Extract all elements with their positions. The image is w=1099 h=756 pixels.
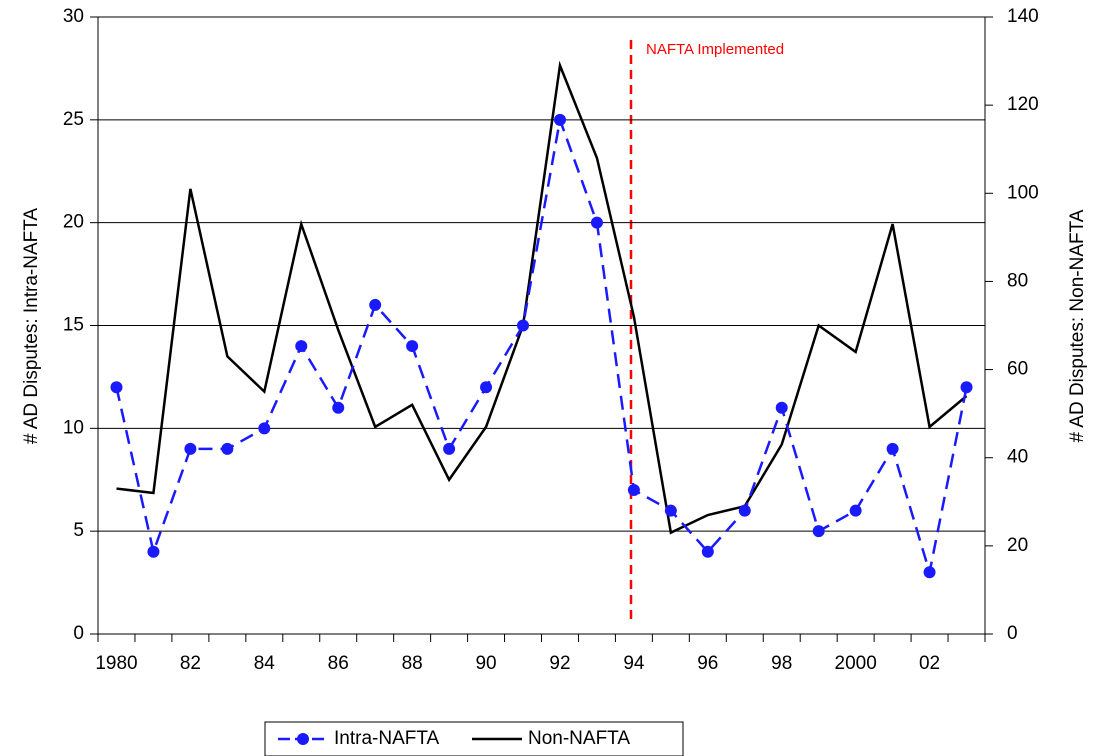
legend-box: [264, 721, 684, 756]
series-marker: [406, 340, 419, 353]
series-marker: [590, 216, 603, 229]
series-marker: [812, 525, 825, 538]
x-tick-label: 86: [328, 653, 349, 674]
x-tick-label: 84: [254, 653, 276, 674]
x-tick-label: 98: [771, 653, 792, 674]
x-tick-label: 90: [475, 653, 496, 674]
y2-tick-label: 60: [1007, 359, 1028, 380]
series-marker: [960, 381, 973, 394]
series-marker: [147, 545, 160, 558]
series-marker: [701, 545, 714, 558]
series-marker: [480, 381, 493, 394]
y-tick-label: 0: [73, 623, 84, 644]
y2-tick-label: 40: [1007, 447, 1028, 468]
series-marker: [664, 504, 677, 517]
y2-tick-label: 120: [1007, 94, 1039, 115]
series-line: [115, 115, 968, 573]
series-marker: [517, 319, 530, 332]
y2-tick-label: 0: [1007, 623, 1018, 644]
series-marker: [738, 504, 751, 517]
y2-axis-label: # AD Disputes: Non-NAFTA: [1067, 209, 1088, 442]
x-tick-label: 1980: [95, 653, 137, 674]
y2-tick-label: 100: [1007, 182, 1039, 203]
x-tick-label: 82: [180, 653, 201, 674]
y2-tick-label: 140: [1007, 6, 1039, 27]
legend-marker: [297, 733, 309, 745]
x-tick-label: 94: [623, 653, 645, 674]
series-marker: [369, 298, 382, 311]
y-tick-label: 25: [63, 109, 84, 130]
series-marker: [258, 422, 271, 435]
series-marker: [295, 340, 308, 353]
y2-tick-label: 80: [1007, 270, 1028, 291]
x-tick-label: 92: [549, 653, 570, 674]
series-marker: [886, 442, 899, 455]
x-tick-label: 2000: [835, 653, 877, 674]
series-marker: [775, 401, 788, 414]
y-tick-label: 15: [63, 315, 84, 336]
x-tick-label: 88: [402, 653, 423, 674]
series-marker: [627, 484, 640, 497]
x-tick-label: 02: [919, 653, 940, 674]
series-marker: [110, 381, 123, 394]
series-line: [116, 60, 968, 535]
legend-label: Non-NAFTA: [528, 728, 630, 749]
y-tick-label: 20: [63, 212, 84, 233]
series-marker: [443, 442, 456, 455]
y-tick-label: 10: [63, 417, 84, 438]
series-marker: [923, 566, 936, 579]
annotation: NAFTA Implemented: [646, 41, 784, 58]
series-marker: [553, 113, 566, 126]
series-marker: [332, 401, 345, 414]
legend-label: Intra-NAFTA: [334, 728, 440, 749]
series-marker: [849, 504, 862, 517]
series-marker: [184, 442, 197, 455]
series-marker: [221, 442, 234, 455]
y-axis-label: # AD Disputes: Intra-NAFTA: [21, 208, 42, 444]
y-tick-label: 30: [63, 6, 84, 27]
y-tick-label: 5: [73, 520, 84, 541]
x-tick-label: 96: [697, 653, 718, 674]
y2-tick-label: 20: [1007, 535, 1028, 556]
